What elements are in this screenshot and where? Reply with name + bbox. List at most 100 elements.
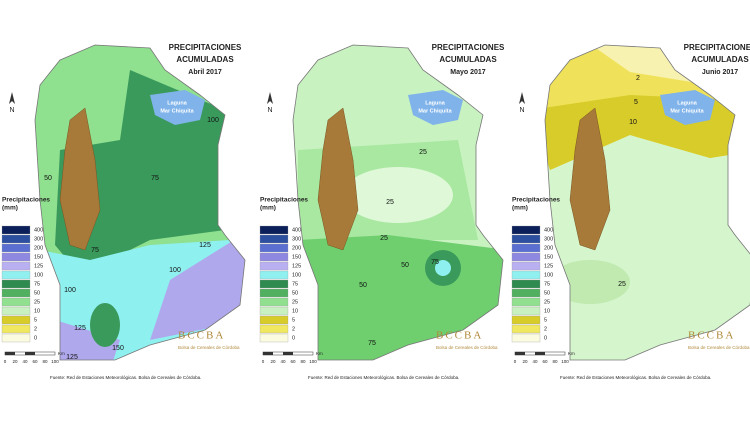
legend-swatch xyxy=(511,270,541,280)
scale-bar xyxy=(535,352,545,355)
lake xyxy=(150,90,205,125)
scale-tick: 20 xyxy=(12,359,18,364)
scale-tick: 0 xyxy=(4,359,7,364)
source: Fuente: Red de Estaciones Meteorológicas… xyxy=(50,375,201,380)
legend-label: 150 xyxy=(34,254,43,260)
scale-tick: 80 xyxy=(552,359,558,364)
contour-label: 2 xyxy=(636,75,640,82)
lake xyxy=(660,90,715,125)
scale-unit: Km xyxy=(568,351,575,356)
legend-label: 300 xyxy=(544,236,553,242)
legend-swatch xyxy=(511,234,541,244)
legend-label: 25 xyxy=(34,299,40,305)
panel-april: PRECIPITACIONES ACUMULADAS Abril 2017 Lagun… xyxy=(1,43,246,380)
legend-label: 200 xyxy=(544,245,553,251)
contour-label: 50 xyxy=(359,282,367,289)
scale-tick: 0 xyxy=(262,359,265,364)
north-label: N xyxy=(267,107,272,114)
legend-swatch xyxy=(511,279,541,289)
north-label: N xyxy=(9,107,14,114)
scale-tick: 60 xyxy=(32,359,38,364)
lake-label: Laguna xyxy=(677,100,697,106)
contour-label: 50 xyxy=(401,262,409,269)
lake-label: Laguna xyxy=(425,100,445,106)
legend-swatch xyxy=(1,234,31,244)
legend-label: 25 xyxy=(292,299,298,305)
legend-title: (mm) xyxy=(512,205,528,212)
legend-swatch xyxy=(511,306,541,316)
scale-tick: 40 xyxy=(22,359,28,364)
legend-label: 5 xyxy=(292,317,295,323)
legend-swatch xyxy=(259,324,289,334)
legend-swatch xyxy=(511,261,541,271)
legend-title: Precipitaciones xyxy=(512,197,560,204)
contour-label: 75 xyxy=(91,247,99,254)
month: Junio 2017 xyxy=(702,69,738,76)
legend-swatch xyxy=(511,252,541,262)
lake-label: Mar Chiquita xyxy=(418,108,452,114)
contour-label: 125 xyxy=(66,354,78,361)
legend-label: 5 xyxy=(544,317,547,323)
logo: BCCBA xyxy=(178,330,225,342)
scale-tick: 100 xyxy=(309,359,317,364)
source: Fuente: Red de Estaciones Meteorológicas… xyxy=(308,375,459,380)
month: Abril 2017 xyxy=(188,69,222,76)
logo-subtitle: Bolsa de Cereales de Córdoba xyxy=(178,345,240,350)
scale-tick: 80 xyxy=(300,359,306,364)
title: PRECIPITACIONES xyxy=(169,43,242,52)
legend-label: 2 xyxy=(34,326,37,332)
legend-label: 150 xyxy=(544,254,553,260)
legend-swatch xyxy=(511,324,541,334)
legend-swatch xyxy=(511,315,541,325)
legend-label: 75 xyxy=(34,281,40,287)
legend-label: 125 xyxy=(34,263,43,269)
scale-tick: 0 xyxy=(514,359,517,364)
north-arrow xyxy=(519,92,525,104)
source: Fuente: Red de Estaciones Meteorológicas… xyxy=(560,375,711,380)
legend-swatch xyxy=(511,243,541,253)
scale-tick: 100 xyxy=(561,359,569,364)
legend-label: 50 xyxy=(292,290,298,296)
scale-bar xyxy=(25,352,35,355)
contour-label: 25 xyxy=(386,199,394,206)
contour-label: 75 xyxy=(368,340,376,347)
scale-tick: 80 xyxy=(42,359,48,364)
legend-swatch xyxy=(259,252,289,262)
legend-label: 2 xyxy=(544,326,547,332)
legend-swatch xyxy=(259,243,289,253)
legend-swatch xyxy=(1,261,31,271)
logo: BCCBA xyxy=(688,330,735,342)
legend-label: 125 xyxy=(544,263,553,269)
scale-bar xyxy=(263,352,273,355)
lake-label: Laguna xyxy=(167,100,187,106)
north-label: N xyxy=(519,107,524,114)
scale-tick: 20 xyxy=(522,359,528,364)
contour-label: 150 xyxy=(112,345,124,352)
title: PRECIPITACIONES xyxy=(432,43,505,52)
legend-label: 75 xyxy=(544,281,550,287)
legend-label: 300 xyxy=(292,236,301,242)
scale-tick: 20 xyxy=(270,359,276,364)
legend-label: 50 xyxy=(544,290,550,296)
contour-label: 25 xyxy=(380,235,388,242)
scale-unit: Km xyxy=(58,351,65,356)
legend-swatch xyxy=(1,243,31,253)
legend-swatch xyxy=(1,288,31,298)
legend-swatch xyxy=(259,234,289,244)
lake-label: Mar Chiquita xyxy=(160,108,194,114)
legend-label: 400 xyxy=(34,227,43,233)
scale-tick: 100 xyxy=(51,359,59,364)
scale-tick: 60 xyxy=(542,359,548,364)
legend-swatch xyxy=(259,225,289,235)
legend-label: 100 xyxy=(34,272,43,278)
scale-bar xyxy=(5,352,15,355)
title: ACUMULADAS xyxy=(176,55,234,64)
lake xyxy=(408,90,463,125)
legend-swatch xyxy=(511,297,541,307)
legend-swatch xyxy=(259,270,289,280)
contour-label: 100 xyxy=(207,117,219,124)
logo-subtitle: Bolsa de Cereales de Córdoba xyxy=(688,345,750,350)
legend-label: 400 xyxy=(544,227,553,233)
legend-label: 75 xyxy=(292,281,298,287)
